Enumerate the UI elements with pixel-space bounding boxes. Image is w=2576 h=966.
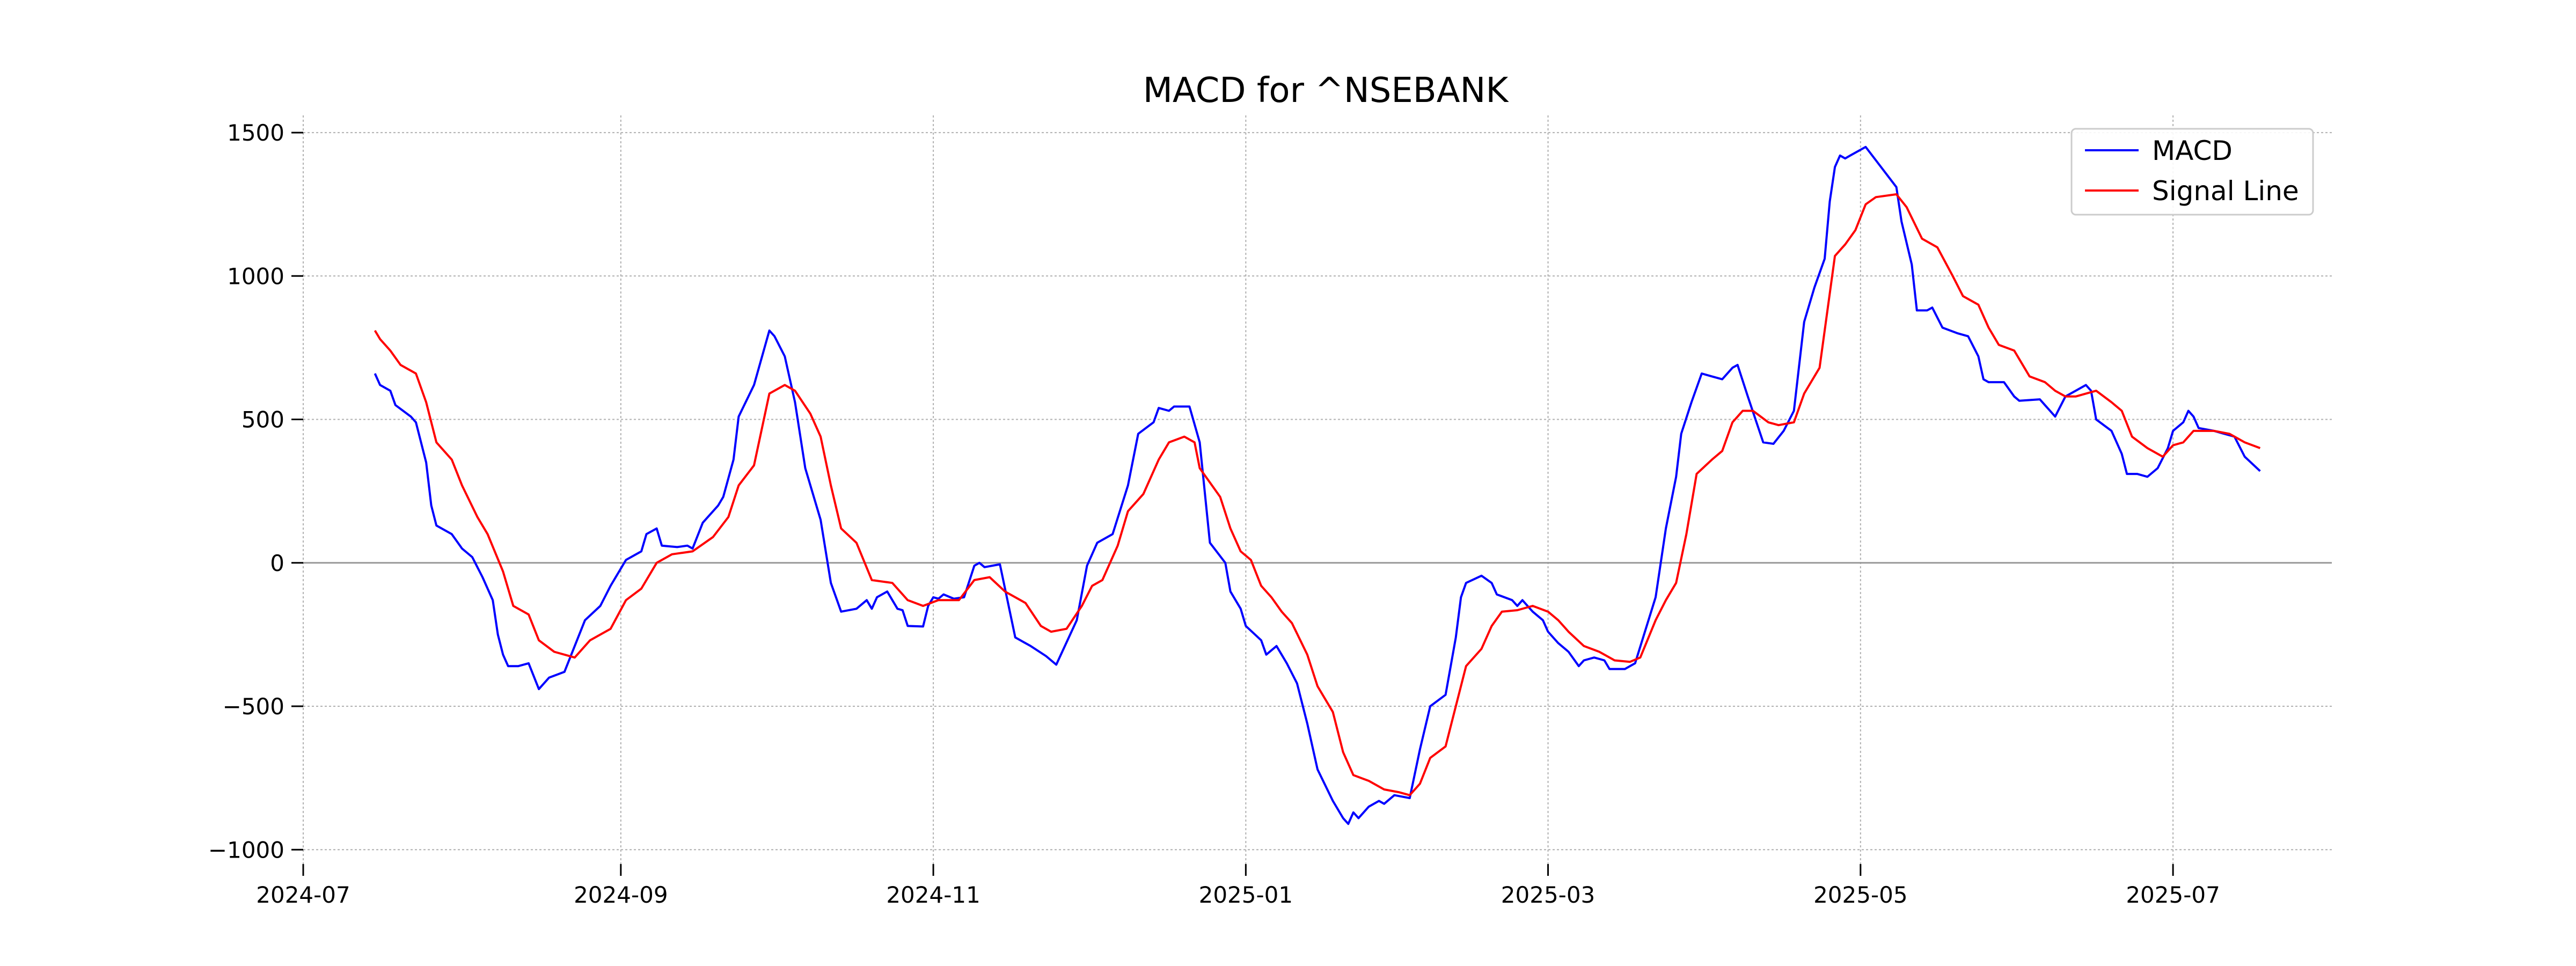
legend: MACD Signal Line <box>2070 128 2314 216</box>
legend-label-signal-line: Signal Line <box>2152 175 2299 207</box>
series-line-macd <box>374 145 2261 825</box>
chart-title: MACD for ^NSEBANK <box>1143 71 1510 111</box>
x-tick-label: 2024-07 <box>256 882 350 908</box>
x-tick-label: 2024-11 <box>886 882 980 908</box>
y-tick-label: −1000 <box>208 837 284 863</box>
y-tick-label: 500 <box>241 407 284 433</box>
series-lines <box>374 145 2261 825</box>
legend-label-macd: MACD <box>2152 135 2233 166</box>
y-tick-label: 1500 <box>227 120 284 146</box>
y-tick-label: 1000 <box>227 263 284 289</box>
x-tick-label: 2025-07 <box>2126 882 2220 908</box>
x-tick-label: 2024-09 <box>574 882 668 908</box>
x-tick-label: 2025-01 <box>1199 882 1293 908</box>
x-tick-label: 2025-03 <box>1501 882 1596 908</box>
y-tick-label: −500 <box>223 693 284 720</box>
series-line-signal-line <box>374 193 2261 796</box>
x-tick-label: 2025-05 <box>1813 882 1908 908</box>
y-tick-label: 0 <box>270 550 284 576</box>
axes: −1000 −500 0 500 1000 1500 2024-07 2024-09 2024-… <box>208 120 2220 908</box>
